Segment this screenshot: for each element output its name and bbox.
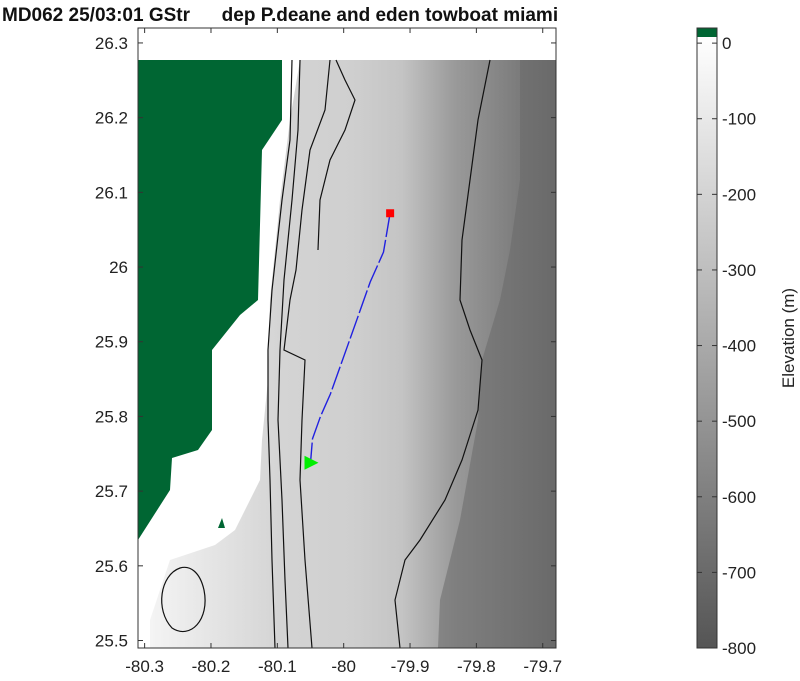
y-tick-label: 25.9 (95, 333, 128, 352)
x-axis: -80.3 -80.2 -80.1 -80 -79.9 -79.8 -79.7 (125, 28, 562, 676)
contour-line (161, 566, 206, 633)
y-tick-label: 25.6 (95, 557, 128, 576)
plot-frame (137, 27, 557, 649)
x-tick-label: -80.2 (192, 657, 231, 676)
x-tick-label: -79.8 (457, 657, 496, 676)
glider-track (309, 213, 391, 463)
colorbar-tick-label: 0 (722, 34, 731, 53)
contour-line (394, 59, 491, 648)
y-tick-label: 25.8 (95, 407, 128, 426)
colorbar-tick-label: -400 (722, 337, 756, 356)
colorbar-tick-label: -800 (722, 639, 756, 658)
colorbar-tick-label: -600 (722, 488, 756, 507)
contour-line (317, 59, 356, 251)
contour-line (283, 59, 331, 648)
colorbar: 0 -100 -200 -300 -400 -500 -600 -700 -800 Elevat… (696, 27, 798, 658)
y-tick-label: 26.2 (95, 109, 128, 128)
plot-area: -80.3 -80.2 -80.1 -80 -79.9 -79.8 -79.7 25.525… (95, 27, 562, 676)
x-tick-label: -79.9 (391, 657, 430, 676)
deep-water-band (438, 60, 556, 648)
colorbar-tick-label: -500 (722, 412, 756, 431)
y-tick-label: 26 (109, 258, 128, 277)
colorbar-tick-label: -200 (722, 185, 756, 204)
x-tick-label: -79.7 (523, 657, 562, 676)
y-tick-label: 26.1 (95, 183, 128, 202)
end-marker (304, 455, 319, 470)
y-tick-label: 25.7 (95, 482, 128, 501)
start-marker (386, 209, 395, 218)
colorbar-gradient (697, 37, 717, 648)
colorbar-tick-label: -100 (722, 110, 756, 129)
x-tick-label: -80.3 (125, 657, 164, 676)
x-tick-label: -80 (331, 657, 356, 676)
land-area (138, 60, 282, 540)
colorbar-tick-label: -300 (722, 261, 756, 280)
contour-lines (161, 59, 491, 648)
colorbar-tick-label: -700 (722, 563, 756, 582)
colorbar-frame (696, 27, 718, 649)
colorbar-ticks: 0 -100 -200 -300 -400 -500 -600 -700 -800 (697, 34, 756, 658)
y-tick-label: 25.5 (95, 632, 128, 651)
x-tick-label: -80.1 (258, 657, 297, 676)
contour-line (277, 59, 301, 648)
y-axis: 25.5 25.6 25.7 25.8 25.9 26 26.1 26.2 26.3 (95, 34, 556, 651)
land-islet (218, 518, 225, 528)
ocean-shading (150, 60, 556, 648)
y-tick-label: 26.3 (95, 34, 128, 53)
chart-title: MD062 25/03:01 GStr dep P.deane and eden… (2, 5, 558, 26)
contour-line (267, 59, 293, 648)
colorbar-land-segment (697, 28, 717, 37)
colorbar-label: Elevation (m) (779, 288, 798, 388)
